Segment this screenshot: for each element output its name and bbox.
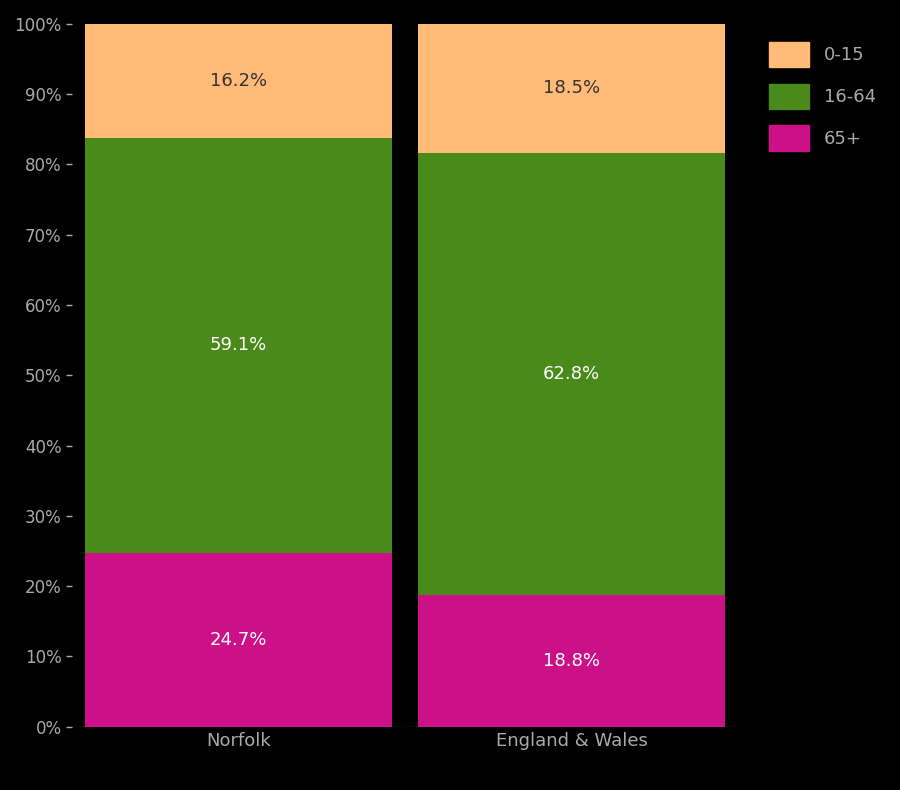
Bar xyxy=(418,23,724,153)
Text: 16.2%: 16.2% xyxy=(210,72,267,89)
Legend: 0-15, 16-64, 65+: 0-15, 16-64, 65+ xyxy=(760,32,885,160)
Bar xyxy=(418,595,724,727)
Bar xyxy=(86,553,392,727)
Bar xyxy=(418,153,724,595)
Text: 18.5%: 18.5% xyxy=(543,79,600,97)
Text: 18.8%: 18.8% xyxy=(543,652,600,670)
Text: 59.1%: 59.1% xyxy=(210,337,267,355)
Text: 62.8%: 62.8% xyxy=(543,365,600,383)
Text: 24.7%: 24.7% xyxy=(210,631,267,649)
Bar xyxy=(86,24,392,137)
Bar xyxy=(86,137,392,553)
